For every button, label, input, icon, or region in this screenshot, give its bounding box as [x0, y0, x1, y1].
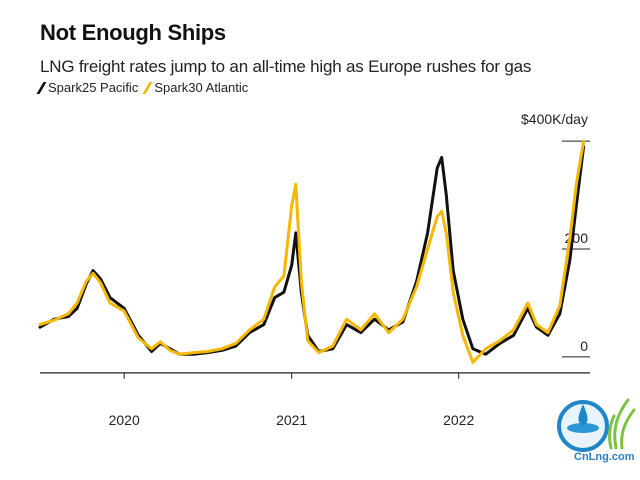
x-tick-label: 2020	[109, 412, 140, 428]
x-tick-label: 2021	[276, 412, 307, 428]
legend-item-spark25: Spark25 Pacific	[36, 80, 139, 95]
series-line-spark25-pacific	[38, 145, 586, 356]
legend-label-spark30: Spark30 Atlantic	[154, 80, 249, 95]
x-tick-label: 2022	[443, 412, 474, 428]
legend-item-spark30: Spark30 Atlantic	[142, 80, 249, 95]
legend-label-spark25: Spark25 Pacific	[48, 80, 139, 95]
series-line-spark30-atlantic	[38, 139, 586, 364]
cnlng-logo-icon	[557, 398, 636, 452]
watermark-text: CnLng.com	[574, 451, 635, 463]
y-tick-label: 0	[580, 338, 588, 354]
legend: Spark25 Pacific Spark30 Atlantic	[36, 80, 256, 95]
chart-subtitle: LNG freight rates jump to an all-time hi…	[40, 57, 532, 76]
y-axis-unit-label: $400K/day	[521, 111, 588, 127]
chart-title: Not Enough Ships	[40, 20, 226, 45]
